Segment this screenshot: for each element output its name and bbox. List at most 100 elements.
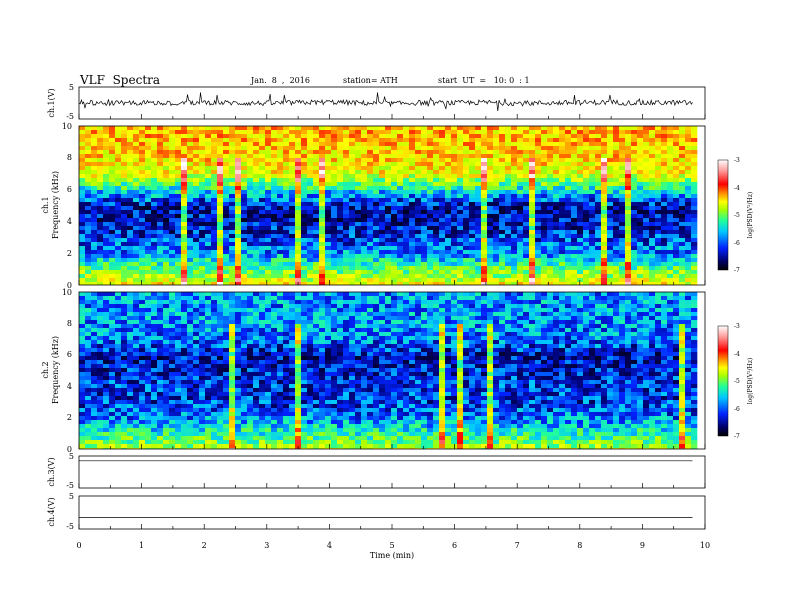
ch1-spectrogram-cell	[415, 190, 422, 195]
ch1-spectrogram-cell	[187, 266, 194, 271]
ch1-spectrogram-cell	[487, 174, 494, 179]
ch1-spectrogram-cell	[133, 270, 140, 275]
ch2-spectrogram-cell	[559, 296, 566, 301]
ch1-spectrogram-cell	[565, 214, 572, 219]
ch2-spectrogram-cell	[247, 304, 254, 309]
ch1-spectrogram-cell	[451, 142, 458, 147]
ch2-spectrogram-cell	[469, 296, 476, 301]
ch1-spectrogram-cell	[343, 134, 350, 139]
ch1-spectrogram-cell	[127, 218, 134, 223]
ch1-spectrogram-cell	[481, 222, 488, 227]
ch1-spectrogram-cell	[313, 130, 320, 135]
ch1-spectrogram-cell	[337, 218, 344, 223]
ch2-spectrogram-cell	[625, 292, 632, 297]
ch1-spectrogram-cell	[427, 162, 434, 167]
ch1-spectrogram-cell	[277, 246, 284, 251]
ch1-spectrogram-cell	[643, 158, 650, 163]
ch1-spectrogram-cell	[409, 258, 416, 263]
ch1-spectrogram-cell	[253, 190, 260, 195]
ch2-spectrogram-cell	[577, 316, 584, 321]
ch1-spectrogram-cell	[493, 282, 500, 285]
ch1-spectrogram-cell	[187, 178, 194, 183]
ch1-spectrogram-cell	[241, 214, 248, 219]
ch2-spectrogram-cell	[421, 300, 428, 305]
ch1-spectrogram-cell	[367, 250, 374, 255]
ch1-spectrogram-cell	[181, 214, 188, 219]
ch1-spectrogram-cell	[289, 158, 296, 163]
ch1-spectrogram-cell	[151, 134, 158, 139]
ch1-spectrogram-cell	[79, 162, 86, 167]
ch1-spectrogram-cell	[361, 126, 368, 131]
ch1-spectrogram-cell	[685, 206, 692, 211]
ch1-spectrogram-cell	[553, 230, 560, 235]
ch1-spectrogram-cell	[481, 246, 488, 251]
ch1-spectrogram-cell	[205, 138, 212, 143]
ch1-spectrogram-cell	[649, 234, 656, 239]
ch1-spectrogram-cell	[259, 154, 266, 159]
ch1-spectrogram-cell	[667, 218, 674, 223]
ch2-spectrogram-cell	[211, 316, 218, 321]
ch1-spectrogram-cell	[553, 186, 560, 191]
ch1-spectrogram-cell	[319, 206, 326, 211]
ch1-spectrogram-cell	[229, 126, 236, 131]
ch1-spectrogram-cell	[235, 134, 242, 139]
ch2-spectrogram-cell	[127, 316, 134, 321]
ch1-spectrogram-cell	[115, 242, 122, 247]
ch2-spectrogram-cell	[325, 296, 332, 301]
ch1-spectrogram-cell	[601, 186, 608, 191]
ch1-spectrogram-cell	[655, 150, 662, 155]
ch1-spectrogram-cell	[91, 178, 98, 183]
ch1-spectrogram-cell	[349, 270, 356, 275]
ch1-spectrogram-cell	[103, 230, 110, 235]
ch1-spectrogram-cell	[331, 242, 338, 247]
ch1-spectrogram-cell	[637, 230, 644, 235]
ch1-spectrogram-cell	[127, 254, 134, 259]
ch1-spectrogram-cell	[397, 158, 404, 163]
ch2-spectrogram-cell	[115, 292, 122, 297]
ch1-spectrogram-cell	[595, 150, 602, 155]
ch1-spectrogram-cell	[445, 242, 452, 247]
ch1-spectrogram-cell	[235, 258, 242, 263]
ch1-spectrogram-cell	[157, 218, 164, 223]
ch2-spectrogram-cell	[691, 292, 698, 297]
ch1-spectrogram-cell	[655, 234, 662, 239]
ch1-spectrogram-cell	[475, 190, 482, 195]
ch1-spectrogram-cell	[679, 230, 686, 235]
ch1-spectrogram-cell	[121, 234, 128, 239]
ch2-spectrogram-cell	[367, 292, 374, 297]
ch1-spectrogram-cell	[223, 238, 230, 243]
ch2-spectrogram-cell	[505, 320, 512, 325]
ch1-spectrogram-cell	[439, 134, 446, 139]
ch1-spectrogram-cell	[595, 154, 602, 159]
ch1-spectrogram-cell	[667, 230, 674, 235]
ch1-spectrogram-cell	[223, 242, 230, 247]
ch2-spectrogram-cell	[529, 296, 536, 301]
ch1-spectrogram-cell	[511, 230, 518, 235]
ch1-spectrogram-cell	[607, 198, 614, 203]
ch1-spectrogram-cell	[397, 154, 404, 159]
ch2-spectrogram-cell	[289, 296, 296, 301]
ch1-spectrogram-cell	[499, 250, 506, 255]
ch1-spectrogram-cell	[169, 234, 176, 239]
ch1-spectrogram-cell	[481, 278, 488, 283]
ch1-spectrogram-cell	[91, 274, 98, 279]
ch2-spectrogram-cell	[559, 304, 566, 309]
ch1-spectrogram-cell	[595, 254, 602, 259]
ch1-spectrogram-cell	[439, 186, 446, 191]
ch1-spectrogram-cell	[397, 282, 404, 285]
ch1-spectrogram-cell	[523, 262, 530, 267]
ch1-spectrogram-cell	[421, 174, 428, 179]
ch1-spectrogram-cell	[673, 226, 680, 231]
ch1-spectrogram-cell	[253, 274, 260, 279]
ch1-spectrogram-cell	[97, 178, 104, 183]
ch1-spectrogram-cell	[667, 178, 674, 183]
ch1-spectrogram-cell	[241, 262, 248, 267]
ch1-spectrogram-cell	[301, 202, 308, 207]
ch1-spectrogram-cell	[253, 250, 260, 255]
ch1-spectrogram-cell	[433, 154, 440, 159]
ch1-spectrogram-cell	[475, 130, 482, 135]
ch1-spectrogram-cell	[535, 250, 542, 255]
ch2-spectrogram-cell	[565, 320, 572, 325]
ch1-spectrogram-cell	[415, 218, 422, 223]
ch1-spectrogram-cell	[631, 178, 638, 183]
